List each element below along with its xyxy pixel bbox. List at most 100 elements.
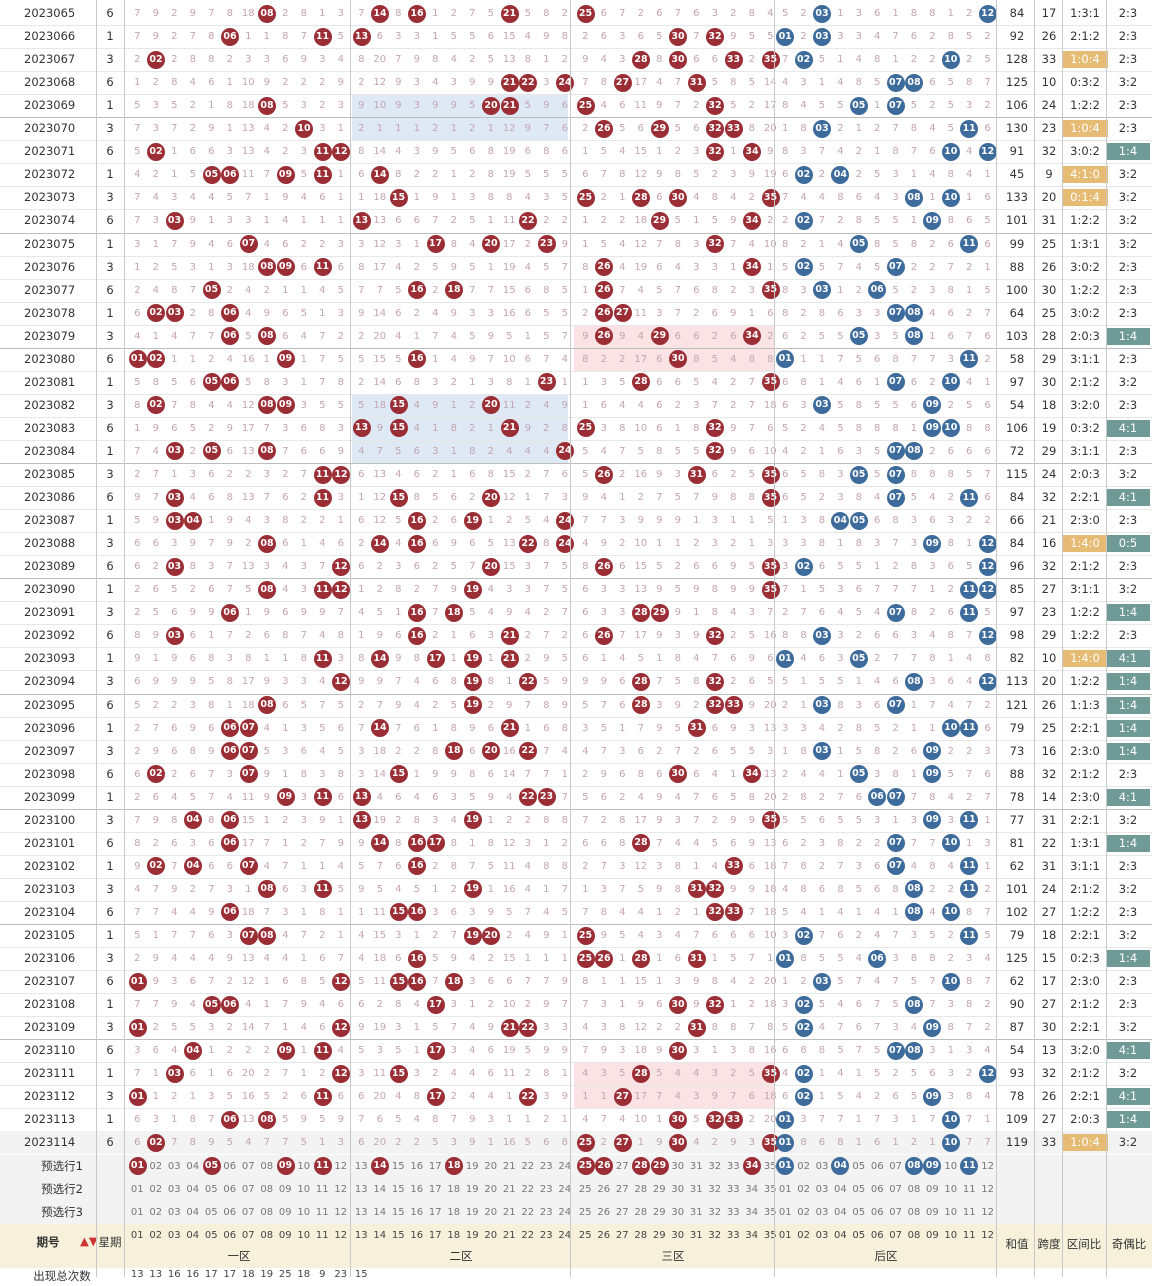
omission-number: 1: [134, 422, 141, 434]
omission-number: 2: [226, 976, 233, 988]
omission-number: 6: [656, 261, 663, 273]
omission-number: 9: [730, 307, 737, 319]
omission-number: 4: [171, 953, 178, 965]
back-ball-02: 02: [794, 50, 813, 69]
omission-number: 9: [358, 100, 365, 112]
issue-number: 2023078: [24, 305, 76, 320]
sum-value: 99: [1009, 236, 1025, 251]
back-ball-12: 12: [978, 672, 997, 691]
omission-number: 4: [152, 445, 159, 457]
omission-number: 3: [300, 100, 307, 112]
sum-value: 96: [1009, 559, 1025, 574]
omission-number: 3: [656, 699, 663, 711]
back-ball-04: 04: [831, 511, 850, 530]
odd-even-ratio: 4:1: [1106, 1088, 1150, 1106]
omission-number: 3: [337, 307, 344, 319]
preselect-number: 07: [241, 1206, 255, 1218]
front-ball-02: 02: [147, 142, 165, 161]
omission-number: 6: [376, 1114, 383, 1126]
omission-number: 1: [152, 238, 159, 250]
back-ball-09: 09: [923, 396, 942, 415]
row-divider: [0, 831, 1152, 833]
omission-number: 8: [561, 1137, 568, 1149]
sum-value: 102: [1006, 904, 1028, 919]
footer-count: 15: [354, 1268, 368, 1280]
omission-number: 2: [487, 953, 494, 965]
omission-number: 2: [432, 123, 439, 135]
header-number: 10: [297, 1229, 311, 1241]
weekday: 1: [106, 29, 114, 44]
omission-number: 4: [674, 261, 681, 273]
front-ball-22: 22: [519, 1087, 537, 1106]
issue-number: 2023090: [24, 582, 76, 597]
omission-number: 4: [600, 54, 607, 66]
preselect-number: 04: [186, 1183, 200, 1195]
omission-number: 1: [656, 953, 663, 965]
omission-number: 1: [929, 722, 936, 734]
preselect-back-ball: 11: [960, 1157, 979, 1175]
sum-header: 和值: [1005, 1236, 1029, 1251]
omission-number: 5: [837, 1091, 844, 1103]
omission-number: 6: [637, 123, 644, 135]
sum-value: 90: [1009, 997, 1025, 1012]
omission-number: 9: [152, 745, 159, 757]
omission-number: 7: [358, 284, 365, 296]
omission-number: 8: [711, 607, 718, 619]
zone-ratio: 1:3:1: [1070, 236, 1100, 251]
omission-number: 4: [730, 353, 737, 365]
omission-number: 5: [910, 1068, 918, 1080]
omission-number: 1: [282, 1022, 289, 1034]
omission-number: 9: [487, 791, 494, 803]
front-ball-21: 21: [500, 4, 519, 23]
front-ball-12: 12: [332, 142, 350, 161]
omission-number: 10: [763, 930, 777, 941]
omission-number: 9: [469, 77, 476, 89]
omission-number: 6: [395, 953, 402, 965]
omission-number: 8: [929, 653, 936, 665]
omission-number: 5: [189, 422, 196, 434]
preselect-back-ball: 01: [776, 1157, 795, 1175]
omission-number: 2: [319, 930, 326, 941]
back-ball-08: 08: [905, 327, 923, 346]
sum-value: 128: [1006, 52, 1028, 67]
omission-number: 9: [189, 722, 196, 734]
omission-number: 2: [134, 722, 141, 734]
omission-number: 6: [524, 353, 531, 365]
omission-number: 9: [450, 538, 457, 550]
omission-number: 8: [487, 676, 494, 688]
omission-number: 2: [600, 353, 607, 365]
omission-number: 9: [358, 307, 365, 319]
omission-number: 8: [300, 976, 307, 988]
omission-number: 4: [189, 77, 196, 89]
omission-number: 5: [874, 169, 881, 181]
row-divider: [0, 416, 1152, 418]
omission-number: 2: [263, 1068, 270, 1080]
omission-number: 7: [929, 353, 936, 365]
omission-number: 13: [241, 146, 255, 158]
front-ball-05: 05: [202, 165, 221, 184]
omission-number: 9: [730, 814, 737, 826]
omission-number: 6: [693, 284, 700, 296]
omission-number: 7: [319, 376, 326, 388]
omission-number: 9: [656, 469, 663, 480]
omission-number: 9: [300, 607, 307, 619]
weekday: 6: [106, 904, 114, 919]
issue-number: 2023092: [24, 628, 76, 643]
odd-even-ratio: 3:2: [1118, 812, 1138, 827]
zone-ratio: 3:0:2: [1070, 259, 1100, 274]
span-value: 24: [1041, 467, 1057, 481]
omission-number: 8: [152, 376, 159, 388]
omission-number: 4: [319, 630, 326, 642]
omission-number: 3: [966, 953, 973, 965]
omission-number: 6: [818, 1137, 826, 1149]
row-divider: [0, 762, 1152, 764]
weekday: 3: [106, 743, 114, 758]
omission-number: 7: [929, 999, 936, 1011]
omission-number: 5: [656, 1068, 663, 1080]
front-ball-09: 09: [276, 258, 295, 277]
front-ball-11: 11: [313, 465, 332, 484]
preselect-number: 19: [465, 1160, 479, 1172]
front-ball-06: 06: [221, 903, 239, 922]
omission-number: 3: [487, 307, 494, 319]
omission-number: 9: [730, 883, 737, 895]
